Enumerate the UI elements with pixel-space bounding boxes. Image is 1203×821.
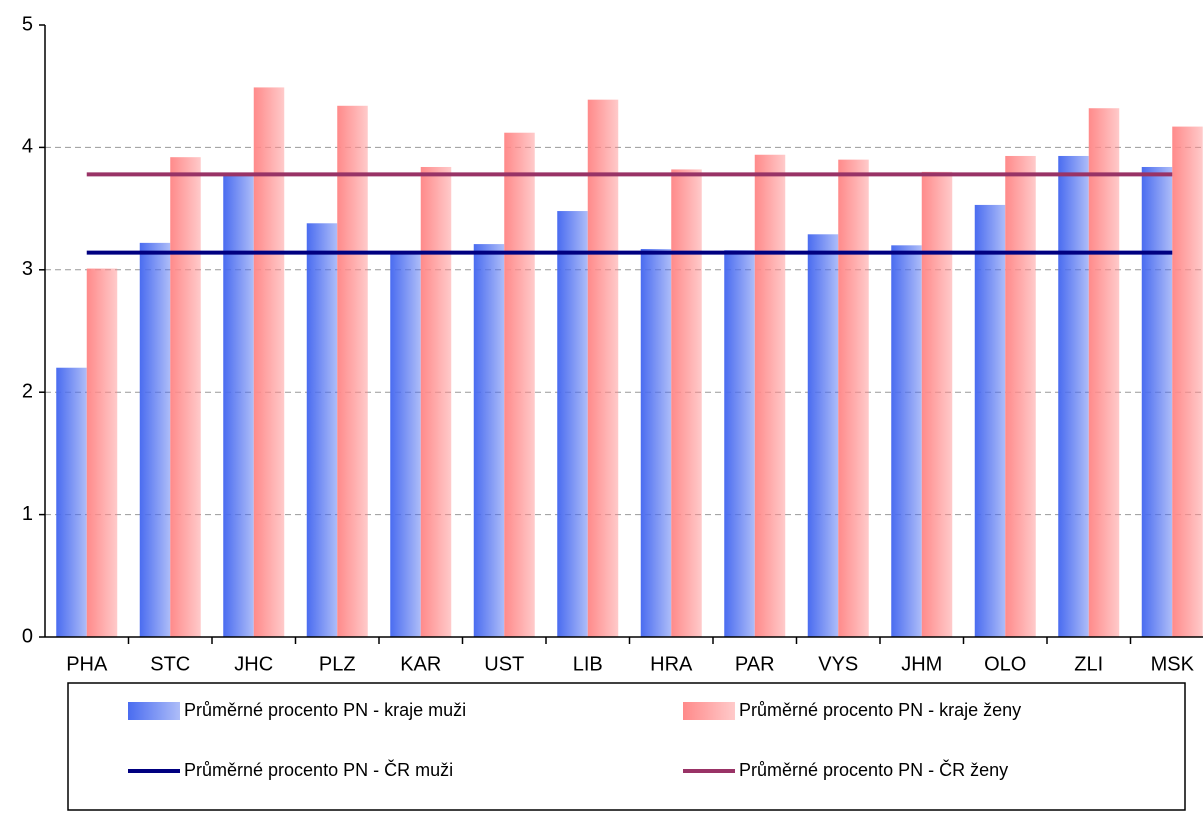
bar — [807, 234, 839, 637]
x-tick-label: JHM — [901, 653, 942, 675]
bar — [974, 204, 1006, 638]
bar — [1141, 166, 1173, 637]
bar — [891, 245, 922, 637]
bar — [420, 166, 452, 637]
bar — [253, 87, 285, 637]
bar — [587, 99, 619, 637]
legend-swatch — [128, 702, 180, 720]
bar — [1172, 126, 1203, 637]
bar — [838, 159, 869, 637]
x-tick-label: PAR — [735, 653, 775, 675]
x-tick-label: VYS — [818, 653, 858, 675]
bar — [1005, 155, 1036, 637]
x-tick-label: OLO — [984, 653, 1026, 675]
bar — [671, 169, 702, 637]
bar — [390, 251, 421, 637]
x-tick-label: PHA — [66, 653, 108, 675]
bar — [139, 242, 171, 637]
bar — [170, 157, 201, 637]
bar — [337, 105, 368, 637]
bar — [504, 132, 535, 637]
x-tick-label: JHC — [234, 653, 273, 675]
bar — [306, 223, 338, 637]
x-tick-label: MSK — [1151, 653, 1195, 675]
y-tick-label: 0 — [22, 625, 33, 647]
x-tick-label: ZLI — [1074, 653, 1103, 675]
bar — [223, 174, 254, 637]
bar — [921, 171, 953, 637]
legend-label: Průměrné procento PN - kraje ženy — [739, 700, 1021, 720]
bar — [724, 250, 755, 637]
legend-label: Průměrné procento PN - ČR muži — [184, 759, 453, 780]
bar — [473, 244, 505, 637]
x-tick-label: LIB — [573, 653, 603, 675]
x-tick-label: PLZ — [319, 653, 356, 675]
bar — [86, 268, 118, 637]
y-tick-label: 4 — [22, 136, 33, 158]
x-tick-label: HRA — [650, 653, 693, 675]
x-tick-label: KAR — [400, 653, 441, 675]
y-tick-label: 1 — [22, 503, 33, 525]
legend-swatch — [683, 702, 735, 720]
legend-label: Průměrné procento PN - ČR ženy — [739, 759, 1008, 780]
bar — [56, 367, 87, 637]
bar — [1058, 155, 1089, 637]
bar — [640, 248, 672, 637]
bar — [1088, 108, 1120, 638]
x-tick-label: UST — [484, 653, 524, 675]
legend-label: Průměrné procento PN - kraje muži — [184, 700, 466, 720]
y-tick-label: 3 — [22, 258, 33, 280]
legend-box — [67, 682, 1186, 811]
y-tick-label: 5 — [22, 13, 33, 35]
x-tick-label: STC — [150, 653, 190, 675]
bar — [754, 154, 786, 637]
y-tick-label: 2 — [22, 380, 33, 402]
bar — [557, 211, 588, 637]
